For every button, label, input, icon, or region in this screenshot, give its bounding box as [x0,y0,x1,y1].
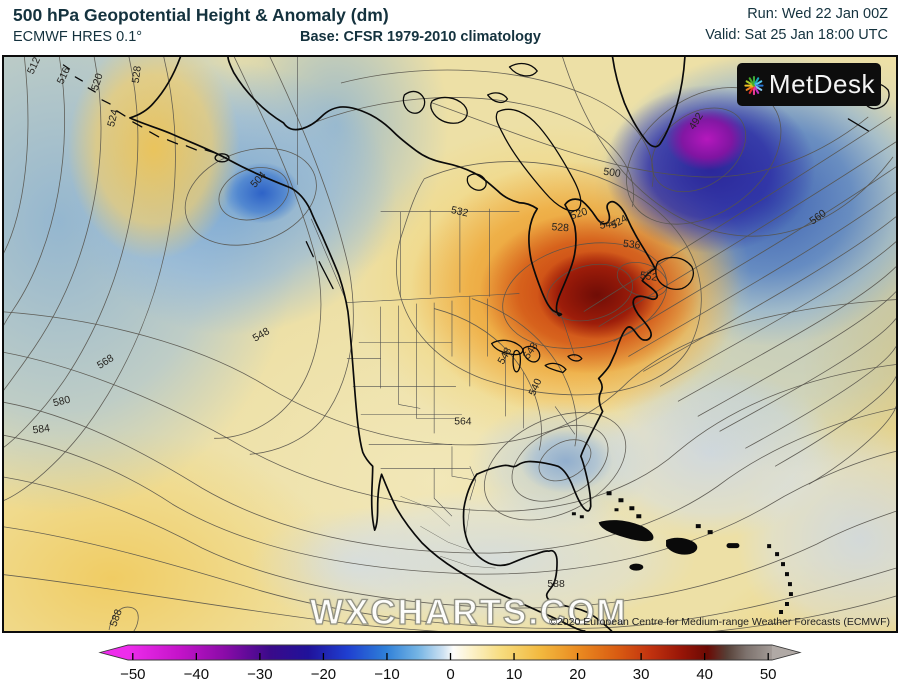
colorbar-canvas: −50 −40 −30 −20 −10 0 10 20 30 40 50 [98,644,802,683]
colorbar-gradient [128,645,772,660]
contour-label: 588 [547,579,565,590]
watermark: WXCHARTS.COM [309,592,628,632]
colorbar-tick-label: 50 [760,666,777,683]
contour-label: 548 [251,326,272,344]
colorbar-right-arrow [772,645,800,660]
contour-label: 504 [249,170,269,191]
colorbar-left-arrow [100,645,128,660]
model-label: ECMWF HRES 0.1° [13,29,143,45]
anomaly-colorbar: −50 −40 −30 −20 −10 0 10 20 30 40 50 [0,633,900,689]
contour-label: 520 [90,72,106,92]
climatology-label: Base: CFSR 1979-2010 climatology [300,29,541,45]
contour-label: 528 [551,222,569,234]
state-borders [297,57,576,569]
page-title: 500 hPa Geopotential Height & Anomaly (d… [13,5,389,25]
colorbar-ticks: −50 −40 −30 −20 −10 0 10 20 30 40 50 [120,653,777,683]
colorbar-tick-label: −30 [247,666,272,683]
copyright: ©2020 European Centre for Medium-range W… [549,616,890,628]
colorbar-tick-label: −40 [184,666,209,683]
contour-label: 584 [32,423,51,436]
run-time-label: Run: Wed 22 Jan 00Z [747,6,888,22]
colorbar-tick-label: 20 [569,666,586,683]
colorbar-tick-label: 0 [446,666,454,683]
metdesk-logo: MetDesk [737,63,881,106]
contour-label: 512 [26,57,43,76]
contour-label: 500 [603,167,622,180]
height-contours [4,57,896,631]
contour-label: 568 [95,353,116,372]
contour-label: 492 [687,111,706,132]
contour-label: 588 [109,608,125,628]
coastlines [62,57,890,631]
contour-label: 544 [599,219,618,232]
contour-label: 580 [52,394,72,409]
colorbar-tick-label: 10 [506,666,523,683]
contour-label: 548 [522,341,541,362]
colorbar-tick-label: −10 [374,666,399,683]
weather-map: 512 516 520 528 524 504 500 492 560 532 544 528 520 5… [2,55,898,633]
contour-label: 540 [527,377,544,398]
contour-label: 552 [639,270,658,283]
contour-label: 524 [106,108,121,128]
contour-label: 564 [454,416,472,427]
colorbar-tick-label: 30 [633,666,650,683]
metdesk-starburst-icon [744,75,764,95]
contour-label: 520 [569,206,589,222]
contour-label: 536 [622,239,641,252]
contour-label: 532 [450,205,469,219]
metdesk-logo-text: MetDesk [768,69,875,99]
valid-time-label: Valid: Sat 25 Jan 18:00 UTC [705,27,888,43]
colorbar-tick-label: 40 [696,666,713,683]
colorbar-tick-label: −50 [120,666,145,683]
contour-label: 528 [131,65,144,84]
contour-label: 516 [56,65,73,86]
colorbar-tick-label: −20 [311,666,336,683]
header: 500 hPa Geopotential Height & Anomaly (d… [0,0,900,55]
